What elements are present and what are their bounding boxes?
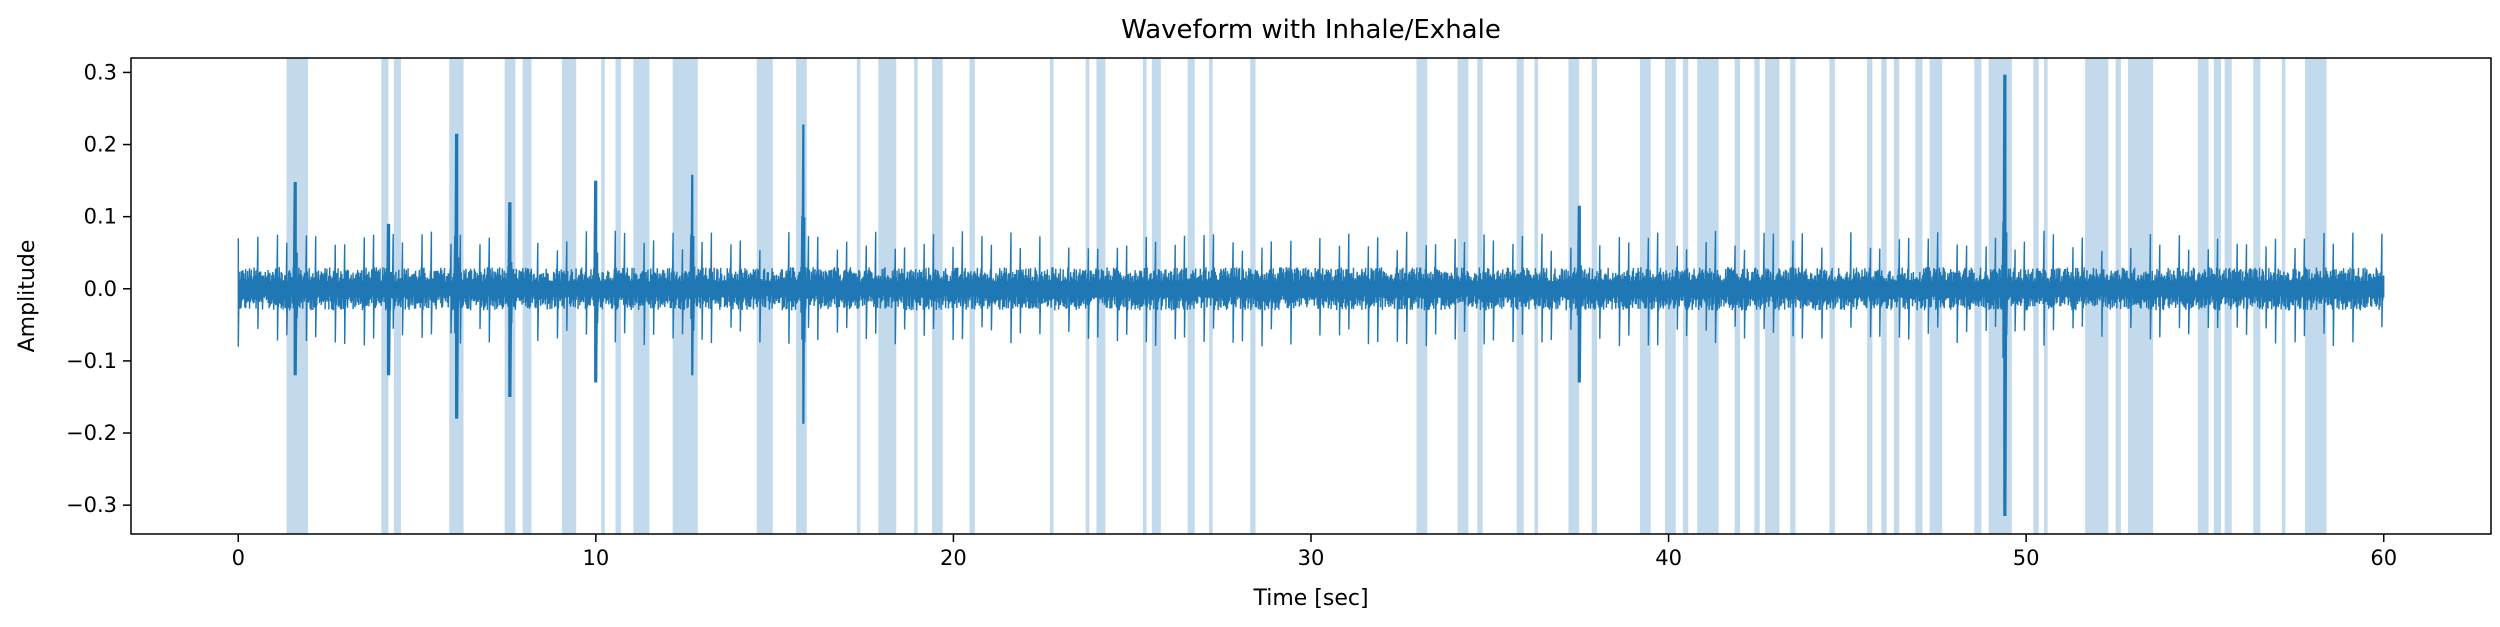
plot-area — [130, 57, 2492, 535]
x-tick-label: 30 — [1298, 546, 1325, 570]
y-tick-label: −0.2 — [66, 421, 117, 445]
y-axis-label: Amplitude — [15, 240, 40, 353]
x-tick-label: 10 — [582, 546, 609, 570]
waveform-series — [237, 74, 2385, 517]
y-tick-label: 0.3 — [84, 60, 117, 84]
y-tick-label: 0.0 — [84, 277, 117, 301]
y-tick-label: 0.2 — [84, 133, 117, 157]
y-axis: 0.3 0.2 0.1 0.0 −0.1 −0.2 −0.3 — [66, 60, 131, 517]
y-tick-label: −0.1 — [66, 349, 117, 373]
x-axis-label: Time [sec] — [1252, 586, 1368, 611]
x-tick-label: 40 — [1655, 546, 1682, 570]
y-tick-label: 0.1 — [84, 205, 117, 229]
x-tick-label: 50 — [2013, 546, 2040, 570]
x-tick-label: 20 — [940, 546, 967, 570]
waveform-line — [237, 74, 2385, 517]
x-axis: 0 10 20 30 40 50 60 — [232, 534, 2397, 570]
chart-title: Waveform with Inhale/Exhale — [1121, 15, 1501, 45]
y-tick-label: −0.3 — [66, 493, 117, 517]
x-tick-label: 60 — [2370, 546, 2397, 570]
x-tick-label: 0 — [232, 546, 245, 570]
